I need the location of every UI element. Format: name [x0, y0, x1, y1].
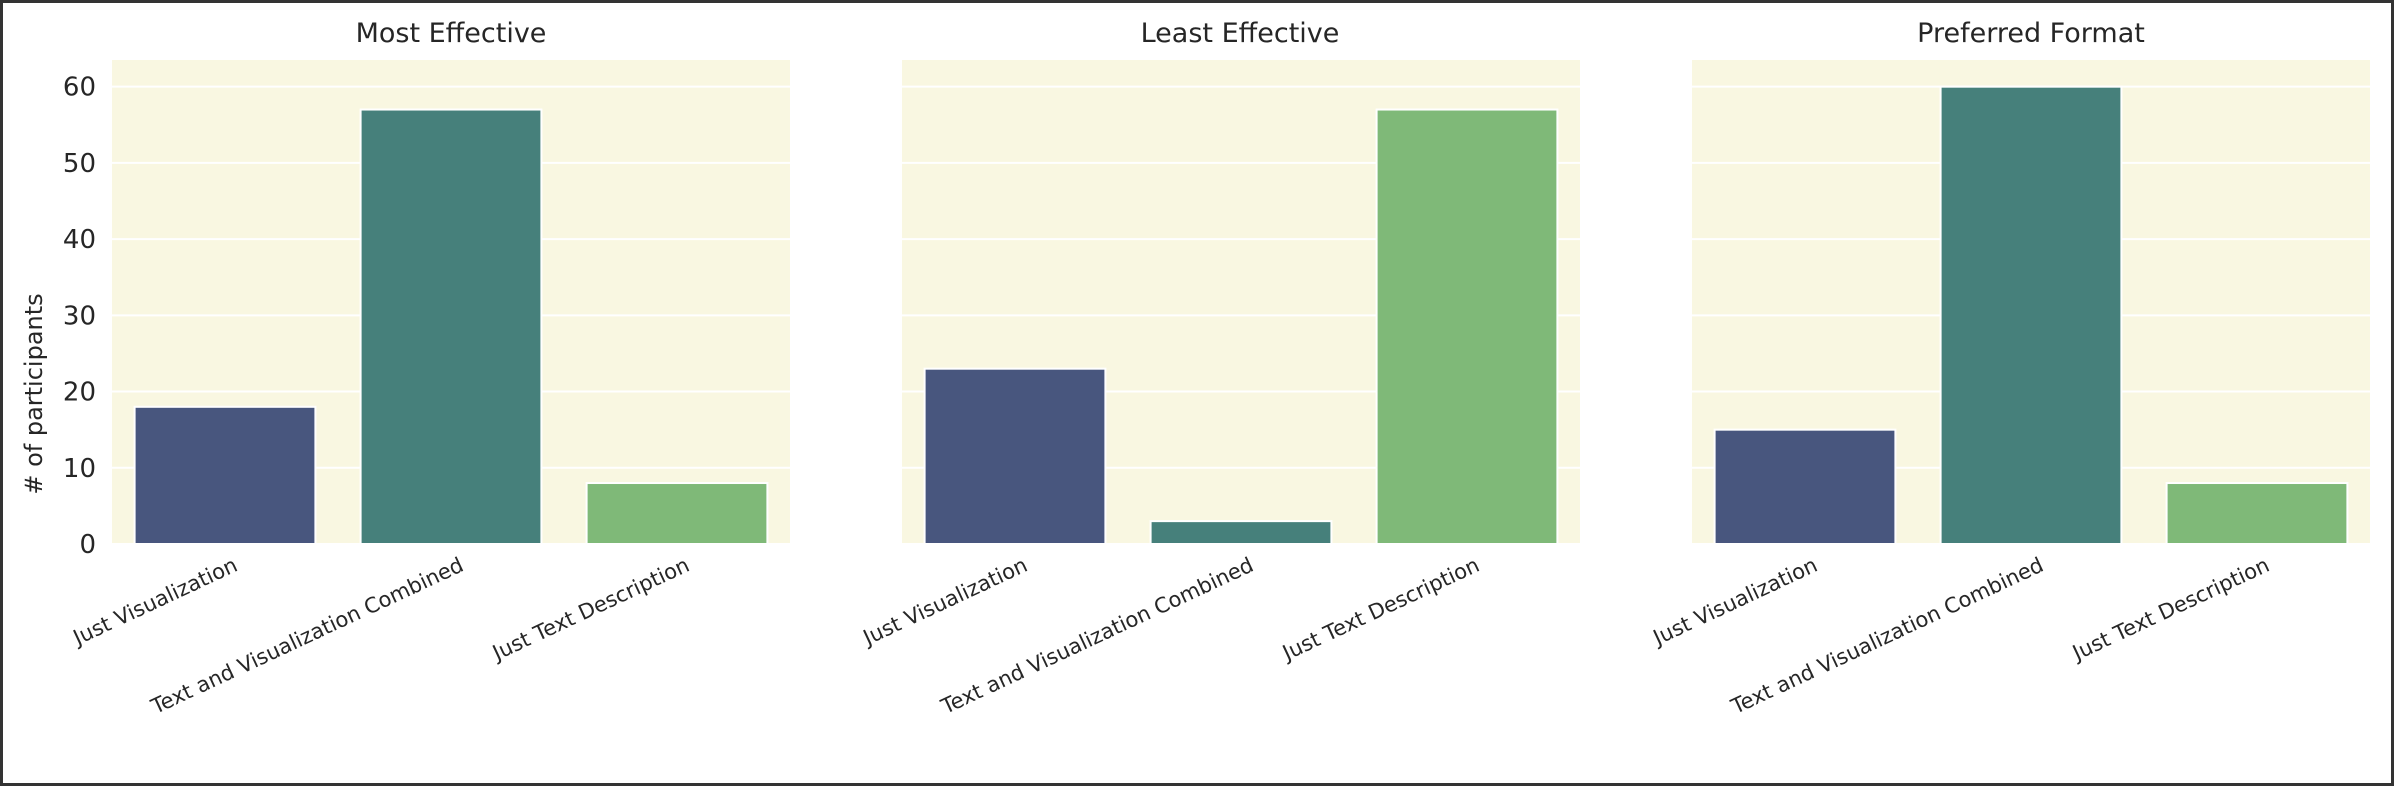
y-tick-label: 0: [79, 530, 96, 560]
bar: [923, 367, 1107, 545]
y-tick-label: 50: [63, 149, 96, 179]
bar: [2165, 482, 2349, 545]
y-tick-label: 30: [63, 301, 96, 331]
bar: [1939, 85, 2123, 546]
bar: [1149, 520, 1333, 545]
bar: [585, 482, 769, 545]
y-tick-label: 10: [63, 454, 96, 484]
y-axis-label: # of participants: [20, 293, 48, 494]
panel-title: Preferred Format: [1917, 18, 2145, 49]
y-tick-label: 60: [63, 73, 96, 103]
y-tick-label: 40: [63, 225, 96, 255]
panel-title: Least Effective: [1141, 18, 1340, 49]
bar: [133, 405, 317, 546]
panel-most-effective: Most Effective: [356, 18, 547, 49]
y-tick-label: 20: [63, 378, 96, 408]
panel-title: Most Effective: [356, 18, 547, 49]
bar: [1713, 428, 1897, 545]
bar: [1375, 108, 1559, 545]
panel-preferred-format: Preferred Format: [1917, 18, 2145, 49]
bar: [359, 108, 543, 545]
panel-least-effective: Least Effective: [1141, 18, 1340, 49]
